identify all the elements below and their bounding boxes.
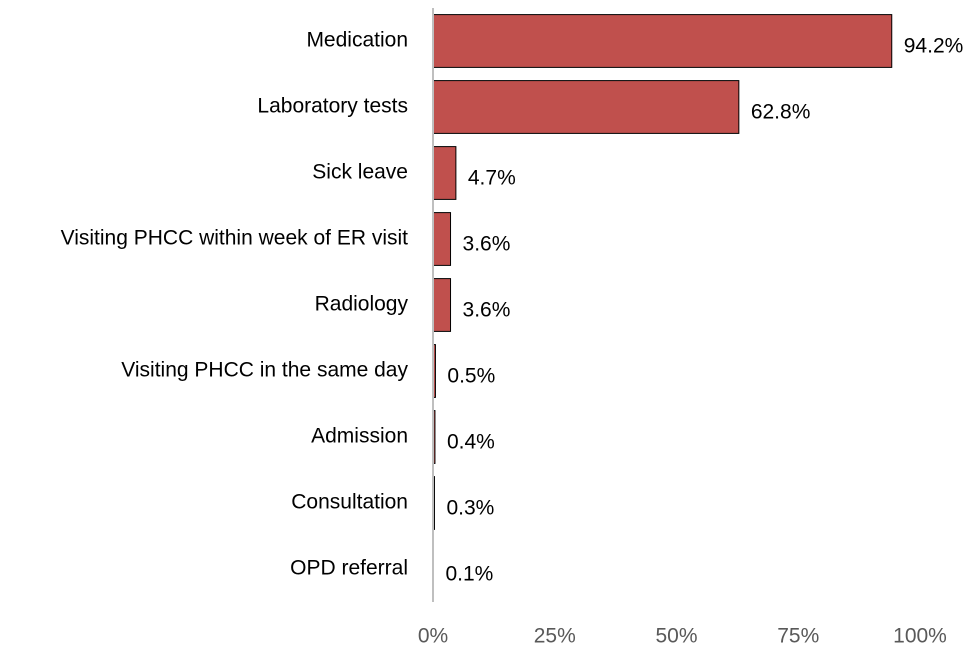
bar	[432, 14, 893, 68]
value-label: 62.8%	[751, 101, 811, 124]
category-label: Sick leave	[312, 161, 408, 184]
value-label: 0.5%	[447, 365, 495, 388]
category-label: Medication	[306, 29, 408, 52]
bar	[432, 80, 740, 134]
value-label: 94.2%	[904, 35, 964, 58]
x-tick-label: 100%	[893, 625, 947, 648]
x-tick-label: 50%	[655, 625, 697, 648]
value-label: 0.1%	[445, 563, 493, 586]
value-label: 0.3%	[446, 497, 494, 520]
value-label: 3.6%	[463, 299, 511, 322]
category-label: Admission	[311, 425, 408, 448]
bar	[432, 146, 457, 200]
category-label: Radiology	[315, 293, 409, 316]
value-label: 0.4%	[447, 431, 495, 454]
category-label: Visiting PHCC in the same day	[121, 359, 408, 382]
bar	[432, 278, 452, 332]
x-tick-label: 25%	[534, 625, 576, 648]
bar	[432, 212, 452, 266]
category-label: OPD referral	[290, 557, 408, 580]
x-tick-label: 75%	[777, 625, 819, 648]
category-label: Laboratory tests	[257, 95, 408, 118]
value-label: 3.6%	[463, 233, 511, 256]
value-label: 4.7%	[468, 167, 516, 190]
category-label: Consultation	[291, 491, 408, 514]
category-label: Visiting PHCC within week of ER visit	[61, 227, 409, 250]
x-tick-label: 0%	[418, 625, 448, 648]
